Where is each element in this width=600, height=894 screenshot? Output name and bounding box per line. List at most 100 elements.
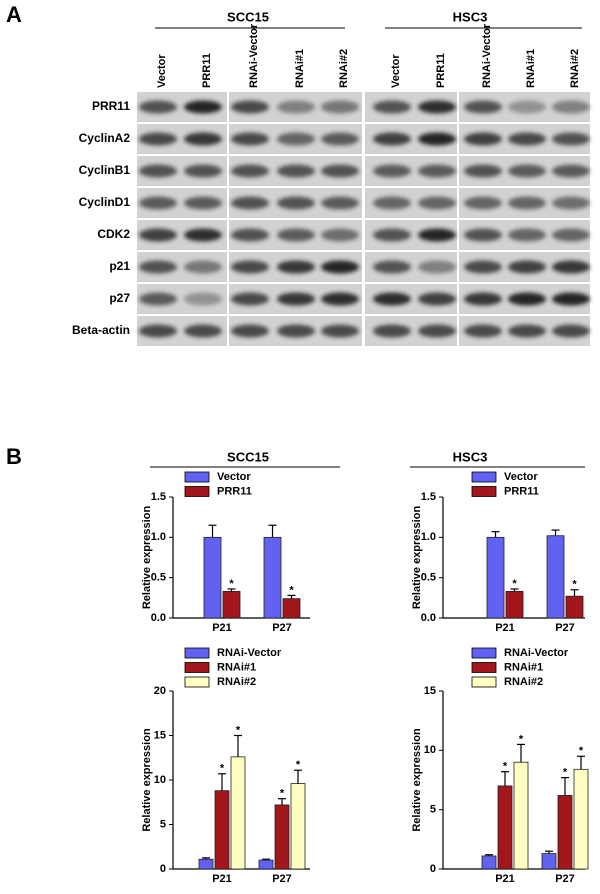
band — [139, 132, 177, 146]
band — [321, 100, 359, 114]
band — [277, 164, 315, 178]
y-tick-label: 0.5 — [151, 572, 166, 584]
y-tick-label: 1.0 — [151, 531, 166, 543]
band — [184, 228, 222, 242]
y-axis-label: Relative expression — [141, 728, 153, 832]
band — [418, 132, 456, 146]
bar — [565, 595, 584, 619]
bar — [258, 859, 274, 870]
band — [464, 292, 502, 306]
legend-label: Vector — [217, 471, 251, 483]
bar — [203, 536, 222, 619]
band — [321, 228, 359, 242]
y-axis-label: Relative expression — [141, 506, 153, 610]
legend-label: RNAi#2 — [504, 676, 543, 688]
group-header: HSC3 — [453, 9, 488, 24]
band — [373, 164, 411, 178]
band — [552, 132, 590, 146]
band — [231, 196, 269, 210]
band — [277, 196, 315, 210]
lane-label: RNAi#1 — [525, 49, 537, 88]
legend-swatch — [184, 647, 210, 659]
band — [139, 228, 177, 242]
bar — [505, 590, 524, 619]
band — [184, 260, 222, 274]
y-axis-label: Relative expression — [411, 506, 423, 610]
band — [373, 260, 411, 274]
band — [321, 324, 359, 338]
legend-swatch — [471, 662, 497, 673]
bar — [198, 858, 214, 870]
row-label: PRR11 — [92, 99, 130, 113]
legend-label: RNAi-Vector — [217, 647, 282, 659]
band — [231, 164, 269, 178]
band — [552, 228, 590, 242]
bar — [481, 855, 497, 870]
band — [464, 196, 502, 210]
band — [184, 100, 222, 114]
band — [184, 196, 222, 210]
bar — [497, 785, 513, 870]
y-tick-label: 5 — [160, 818, 166, 830]
band — [508, 100, 546, 114]
band — [277, 292, 315, 306]
band — [277, 132, 315, 146]
band — [277, 324, 315, 338]
band — [464, 164, 502, 178]
significance-mark: * — [579, 745, 584, 757]
y-tick-label: 0 — [430, 863, 436, 875]
bar — [290, 783, 306, 870]
legend-swatch — [471, 647, 497, 659]
band — [418, 164, 456, 178]
significance-mark: * — [220, 763, 225, 775]
bar — [546, 535, 565, 619]
bar — [222, 590, 241, 619]
y-tick-label: 10 — [154, 774, 166, 786]
y-tick-label: 0 — [160, 863, 166, 875]
band — [277, 228, 315, 242]
band — [508, 228, 546, 242]
band — [418, 292, 456, 306]
band — [508, 324, 546, 338]
band — [184, 292, 222, 306]
significance-mark: * — [519, 733, 524, 745]
band — [373, 132, 411, 146]
y-tick-label: 0.5 — [421, 572, 436, 584]
legend-swatch — [184, 471, 210, 483]
band — [552, 324, 590, 338]
y-tick-label: 1.5 — [151, 491, 166, 503]
legend-label: Vector — [504, 471, 538, 483]
band — [552, 260, 590, 274]
y-tick-label: 5 — [430, 804, 436, 816]
significance-mark: * — [563, 767, 568, 779]
band — [508, 196, 546, 210]
band — [508, 260, 546, 274]
lane-label: RNAi#2 — [569, 49, 581, 88]
band — [373, 100, 411, 114]
band — [184, 132, 222, 146]
x-tick-label: P27 — [272, 622, 292, 634]
row-label: CyclinD1 — [79, 195, 131, 209]
significance-mark: * — [572, 579, 577, 591]
y-tick-label: 15 — [424, 685, 436, 697]
band — [321, 164, 359, 178]
significance-mark: * — [512, 578, 517, 590]
band — [277, 100, 315, 114]
band — [418, 100, 456, 114]
significance-mark: * — [229, 578, 234, 590]
lane-label: RNAi#1 — [294, 49, 306, 88]
band — [321, 260, 359, 274]
bar — [513, 761, 529, 870]
chart-title: SCC15 — [227, 449, 269, 464]
significance-mark: * — [503, 761, 508, 773]
bar — [573, 768, 589, 870]
band — [139, 324, 177, 338]
x-tick-label: P27 — [272, 873, 292, 885]
bar — [486, 536, 505, 619]
legend-swatch — [184, 676, 210, 688]
y-tick-label: 10 — [424, 744, 436, 756]
lane-label: PRR11 — [201, 53, 213, 88]
panel-label: B — [6, 444, 22, 469]
